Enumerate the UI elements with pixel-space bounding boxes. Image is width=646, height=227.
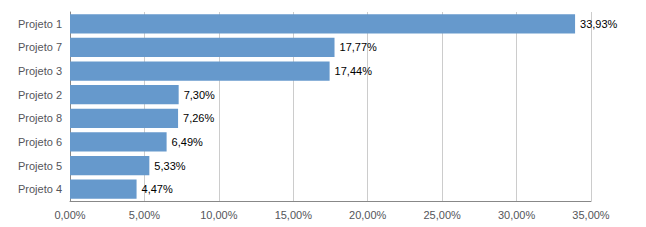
svg-text:30,00%: 30,00%	[498, 209, 536, 221]
svg-text:25,00%: 25,00%	[423, 209, 461, 221]
svg-text:Projeto 1: Projeto 1	[18, 18, 62, 30]
svg-text:6,49%: 6,49%	[172, 136, 203, 148]
svg-text:7,26%: 7,26%	[183, 112, 214, 124]
svg-text:17,77%: 17,77%	[340, 41, 378, 53]
svg-text:35,00%: 35,00%	[572, 209, 610, 221]
svg-text:Projeto 5: Projeto 5	[18, 160, 62, 172]
svg-text:Projeto 8: Projeto 8	[18, 112, 62, 124]
svg-text:5,00%: 5,00%	[129, 209, 160, 221]
svg-text:20,00%: 20,00%	[349, 209, 387, 221]
svg-text:4,47%: 4,47%	[142, 183, 173, 195]
svg-text:Projeto 7: Projeto 7	[18, 41, 62, 53]
svg-text:7,30%: 7,30%	[184, 89, 215, 101]
svg-text:33,93%: 33,93%	[580, 18, 618, 30]
svg-text:Projeto 4: Projeto 4	[18, 183, 62, 195]
svg-text:17,44%: 17,44%	[335, 65, 373, 77]
svg-text:Projeto 6: Projeto 6	[18, 136, 62, 148]
svg-text:Projeto 2: Projeto 2	[18, 89, 62, 101]
svg-text:15,00%: 15,00%	[275, 209, 313, 221]
svg-text:5,33%: 5,33%	[154, 160, 185, 172]
svg-text:Projeto 3: Projeto 3	[18, 65, 62, 77]
svg-text:0,00%: 0,00%	[54, 209, 85, 221]
svg-text:10,00%: 10,00%	[200, 209, 238, 221]
